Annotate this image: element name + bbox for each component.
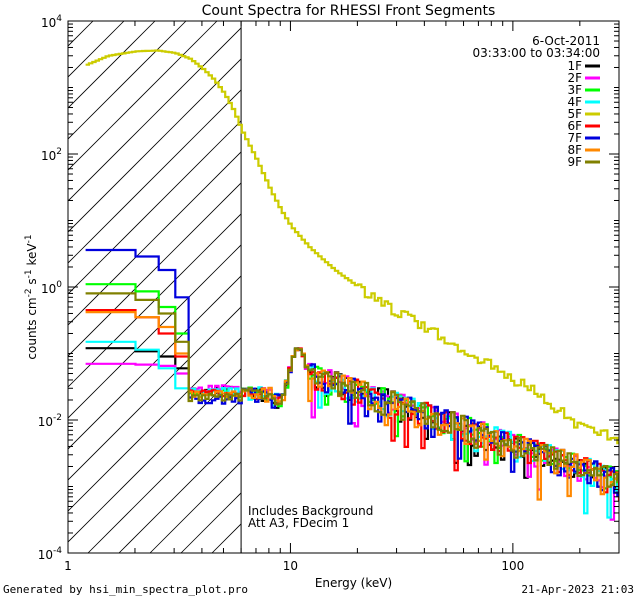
legend-label-8f: 8F (567, 143, 582, 157)
x-tick-label: 100 (501, 559, 524, 573)
legend-date: 6-Oct-2011 (532, 34, 600, 48)
series-9f-line (85, 292, 619, 488)
hatch-line (68, 244, 242, 419)
series-5f-line (85, 49, 619, 445)
legend-label-9f: 9F (567, 155, 582, 169)
series-7f-line (85, 248, 619, 498)
hatch-line (68, 21, 187, 140)
legend-label-4f: 4F (567, 95, 582, 109)
legend-time-range: 03:33:00 to 03:34:00 (473, 46, 600, 60)
hatch-lines (68, 21, 242, 553)
hatch-line (68, 337, 242, 512)
series-group (85, 49, 619, 521)
x-tick-label: 10 (283, 559, 298, 573)
hatch-line (149, 461, 242, 553)
chart-title: Count Spectra for RHESSI Front Segments (202, 3, 496, 19)
legend-label-6f: 6F (567, 119, 582, 133)
legend-label-5f: 5F (567, 107, 582, 121)
legend-label-2f: 2F (567, 71, 582, 85)
legend-label-3f: 3F (567, 83, 582, 97)
series-2f-line (85, 347, 619, 521)
y-tick-label: 100 (41, 280, 62, 296)
hatch-line (68, 21, 218, 171)
x-axis: 1 10 100 (64, 21, 620, 573)
hatch-line (68, 213, 242, 388)
generated-by-label: Generated by hsi_min_spectra_plot.pro (3, 583, 249, 596)
hatch-line (68, 27, 242, 202)
annotation-1: Att A3, FDecim 1 (248, 516, 349, 530)
y-tick-label: 102 (41, 147, 62, 163)
y-axis-label: counts cm-2 s-1 keV-1 (24, 234, 39, 359)
hatch-line (68, 58, 242, 233)
hatch-region (68, 21, 242, 553)
hatch-line (87, 399, 242, 553)
series-4f-line (85, 340, 619, 519)
annotation-0: Includes Background (248, 504, 373, 518)
y-tick-label: 104 (41, 14, 62, 30)
y-tick-label: 10-2 (38, 413, 62, 429)
hatch-line (68, 368, 242, 543)
hatch-line (68, 182, 242, 357)
x-axis-label: Energy (keV) (315, 576, 392, 590)
legend-label-7f: 7F (567, 131, 582, 145)
y-tick-label: 10-4 (38, 546, 63, 562)
hatch-line (68, 306, 242, 481)
x-tick-label: 1 (64, 559, 72, 573)
timestamp-label: 21-Apr-2023 21:03 (521, 583, 634, 596)
legend-label-1f: 1F (567, 59, 582, 73)
y-axis: 104 102 100 10-2 10-4 (38, 14, 619, 562)
plot-frame (67, 20, 620, 554)
hatch-line (118, 430, 242, 553)
hatch-line (68, 151, 242, 326)
hatch-line (68, 89, 242, 264)
hatch-line (68, 275, 242, 450)
